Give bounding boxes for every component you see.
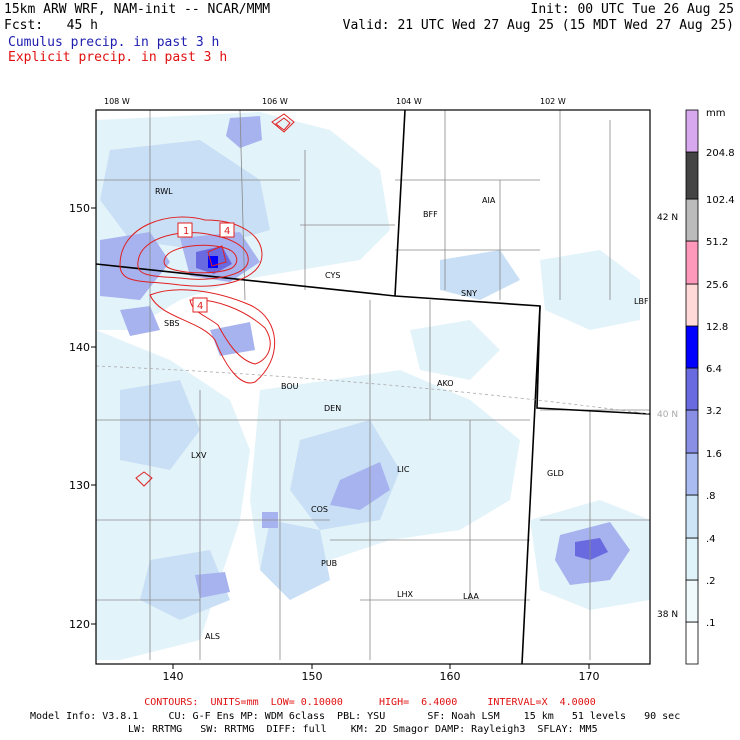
state-boundaries: [96, 110, 650, 664]
legend-level: .1: [706, 618, 716, 629]
station-label: ALS: [205, 632, 220, 641]
x-tick: 150: [302, 670, 323, 683]
station-labels: RWL BFF AIA CYS SNY LBF SBS BOU AKO DEN …: [155, 187, 649, 641]
map-area: [96, 110, 650, 664]
station-label: BOU: [281, 382, 299, 391]
legend-level: 12.8: [706, 322, 728, 333]
contour-label: 4: [224, 226, 230, 237]
station-label: GLD: [547, 469, 564, 478]
legend-level: .4: [706, 534, 716, 545]
y-tick: 120: [69, 618, 90, 631]
y-tick: 150: [69, 202, 90, 215]
legend-swatch: [685, 452, 699, 496]
field-label-explicit: Explicit precip. in past 3 h: [8, 50, 228, 65]
lon-label: 104 W: [396, 97, 422, 106]
init-time: Init: 00 UTC Tue 26 Aug 25: [530, 2, 735, 17]
legend-labels: mm .1 .2 .4 .8 1.6 3.2 6.4 12.8 25.6 51.…: [706, 108, 735, 629]
station-label: PUB: [321, 559, 337, 568]
station-label: LBF: [634, 297, 649, 306]
legend-level: 6.4: [706, 364, 722, 375]
station-label: SNY: [461, 289, 477, 298]
station-label: CYS: [325, 271, 340, 280]
legend-swatch: [685, 621, 699, 665]
contour-label: 1: [183, 226, 189, 237]
station-label: DEN: [324, 404, 341, 413]
station-label: LAA: [463, 592, 479, 601]
lon-label: 108 W: [104, 97, 130, 106]
x-tick: 160: [440, 670, 461, 683]
legend-swatch: [685, 240, 699, 285]
valid-time: Valid: 21 UTC Wed 27 Aug 25 (15 MDT Wed …: [342, 18, 734, 33]
field-label-cumulus: Cumulus precip. in past 3 h: [8, 35, 220, 50]
legend-swatch: [685, 109, 699, 153]
lon-label: 106 W: [262, 97, 288, 106]
station-label: LHX: [397, 590, 413, 599]
legend-swatch: [685, 283, 699, 327]
model-info-line2: LW: RRTMG SW: RRTMG DIFF: full KM: 2D Sm…: [128, 724, 598, 735]
contour-info: CONTOURS: UNITS=mm LOW= 0.10000 HIGH= 6.…: [144, 697, 596, 708]
legend-swatch: [685, 579, 699, 623]
legend-swatch: [685, 409, 699, 454]
legend-swatch: [685, 325, 699, 369]
lon-labels: 108 W 106 W 104 W 102 W: [104, 97, 566, 106]
forecast-hour: Fcst: 45 h: [4, 18, 98, 33]
precip-max-cell: [208, 256, 218, 268]
x-tick: 170: [579, 670, 600, 683]
legend-level: .8: [706, 491, 716, 502]
legend-swatch: [685, 494, 699, 539]
legend-swatch: [685, 198, 699, 242]
lat-label: 42 N: [657, 213, 678, 223]
legend-level: 204.8: [706, 148, 735, 159]
station-label: SBS: [164, 319, 180, 328]
x-tick: 140: [163, 670, 184, 683]
explicit-contours: [119, 113, 295, 487]
model-title: 15km ARW WRF, NAM-init -- NCAR/MMM: [4, 2, 271, 17]
legend-level: .2: [706, 576, 716, 587]
legend-level: 3.2: [706, 406, 722, 417]
legend-units: mm: [706, 108, 725, 119]
lat-labels: 42 N 40 N 38 N: [657, 213, 678, 620]
legend-level: 51.2: [706, 237, 728, 248]
station-label: COS: [311, 505, 328, 514]
model-info-line1: Model Info: V3.8.1 CU: G-F Ens MP: WDM 6…: [30, 711, 681, 722]
county-boundaries: [96, 110, 650, 660]
legend-swatch: [685, 367, 699, 411]
legend-level: 25.6: [706, 280, 728, 291]
grid-x-ticks: 140 150 160 170: [163, 670, 600, 683]
station-label: LIC: [397, 465, 410, 474]
lon-label: 102 W: [540, 97, 566, 106]
station-label: BFF: [423, 210, 438, 219]
station-label: RWL: [155, 187, 173, 196]
tick-marks: [91, 207, 590, 669]
legend-level: 102.4: [706, 195, 735, 206]
lat-label: 40 N: [657, 410, 678, 420]
station-label: LXV: [191, 451, 207, 460]
grid-y-ticks: 150 140 130 120: [69, 202, 90, 631]
map-frame: [95, 109, 651, 665]
legend-level: 1.6: [706, 449, 722, 460]
precip-moderate: [100, 140, 520, 620]
station-label: AIA: [482, 196, 496, 205]
contour-labels: 1 4 4: [177, 222, 235, 313]
station-label: AKO: [437, 379, 454, 388]
legend-swatch: [685, 537, 699, 581]
y-tick: 130: [69, 479, 90, 492]
contour-label: 4: [197, 301, 203, 312]
y-tick: 140: [69, 341, 90, 354]
lat-line-40: [96, 365, 650, 415]
lat-label: 38 N: [657, 610, 678, 620]
legend-colorbar: [685, 109, 699, 665]
legend-swatch: [685, 151, 699, 200]
